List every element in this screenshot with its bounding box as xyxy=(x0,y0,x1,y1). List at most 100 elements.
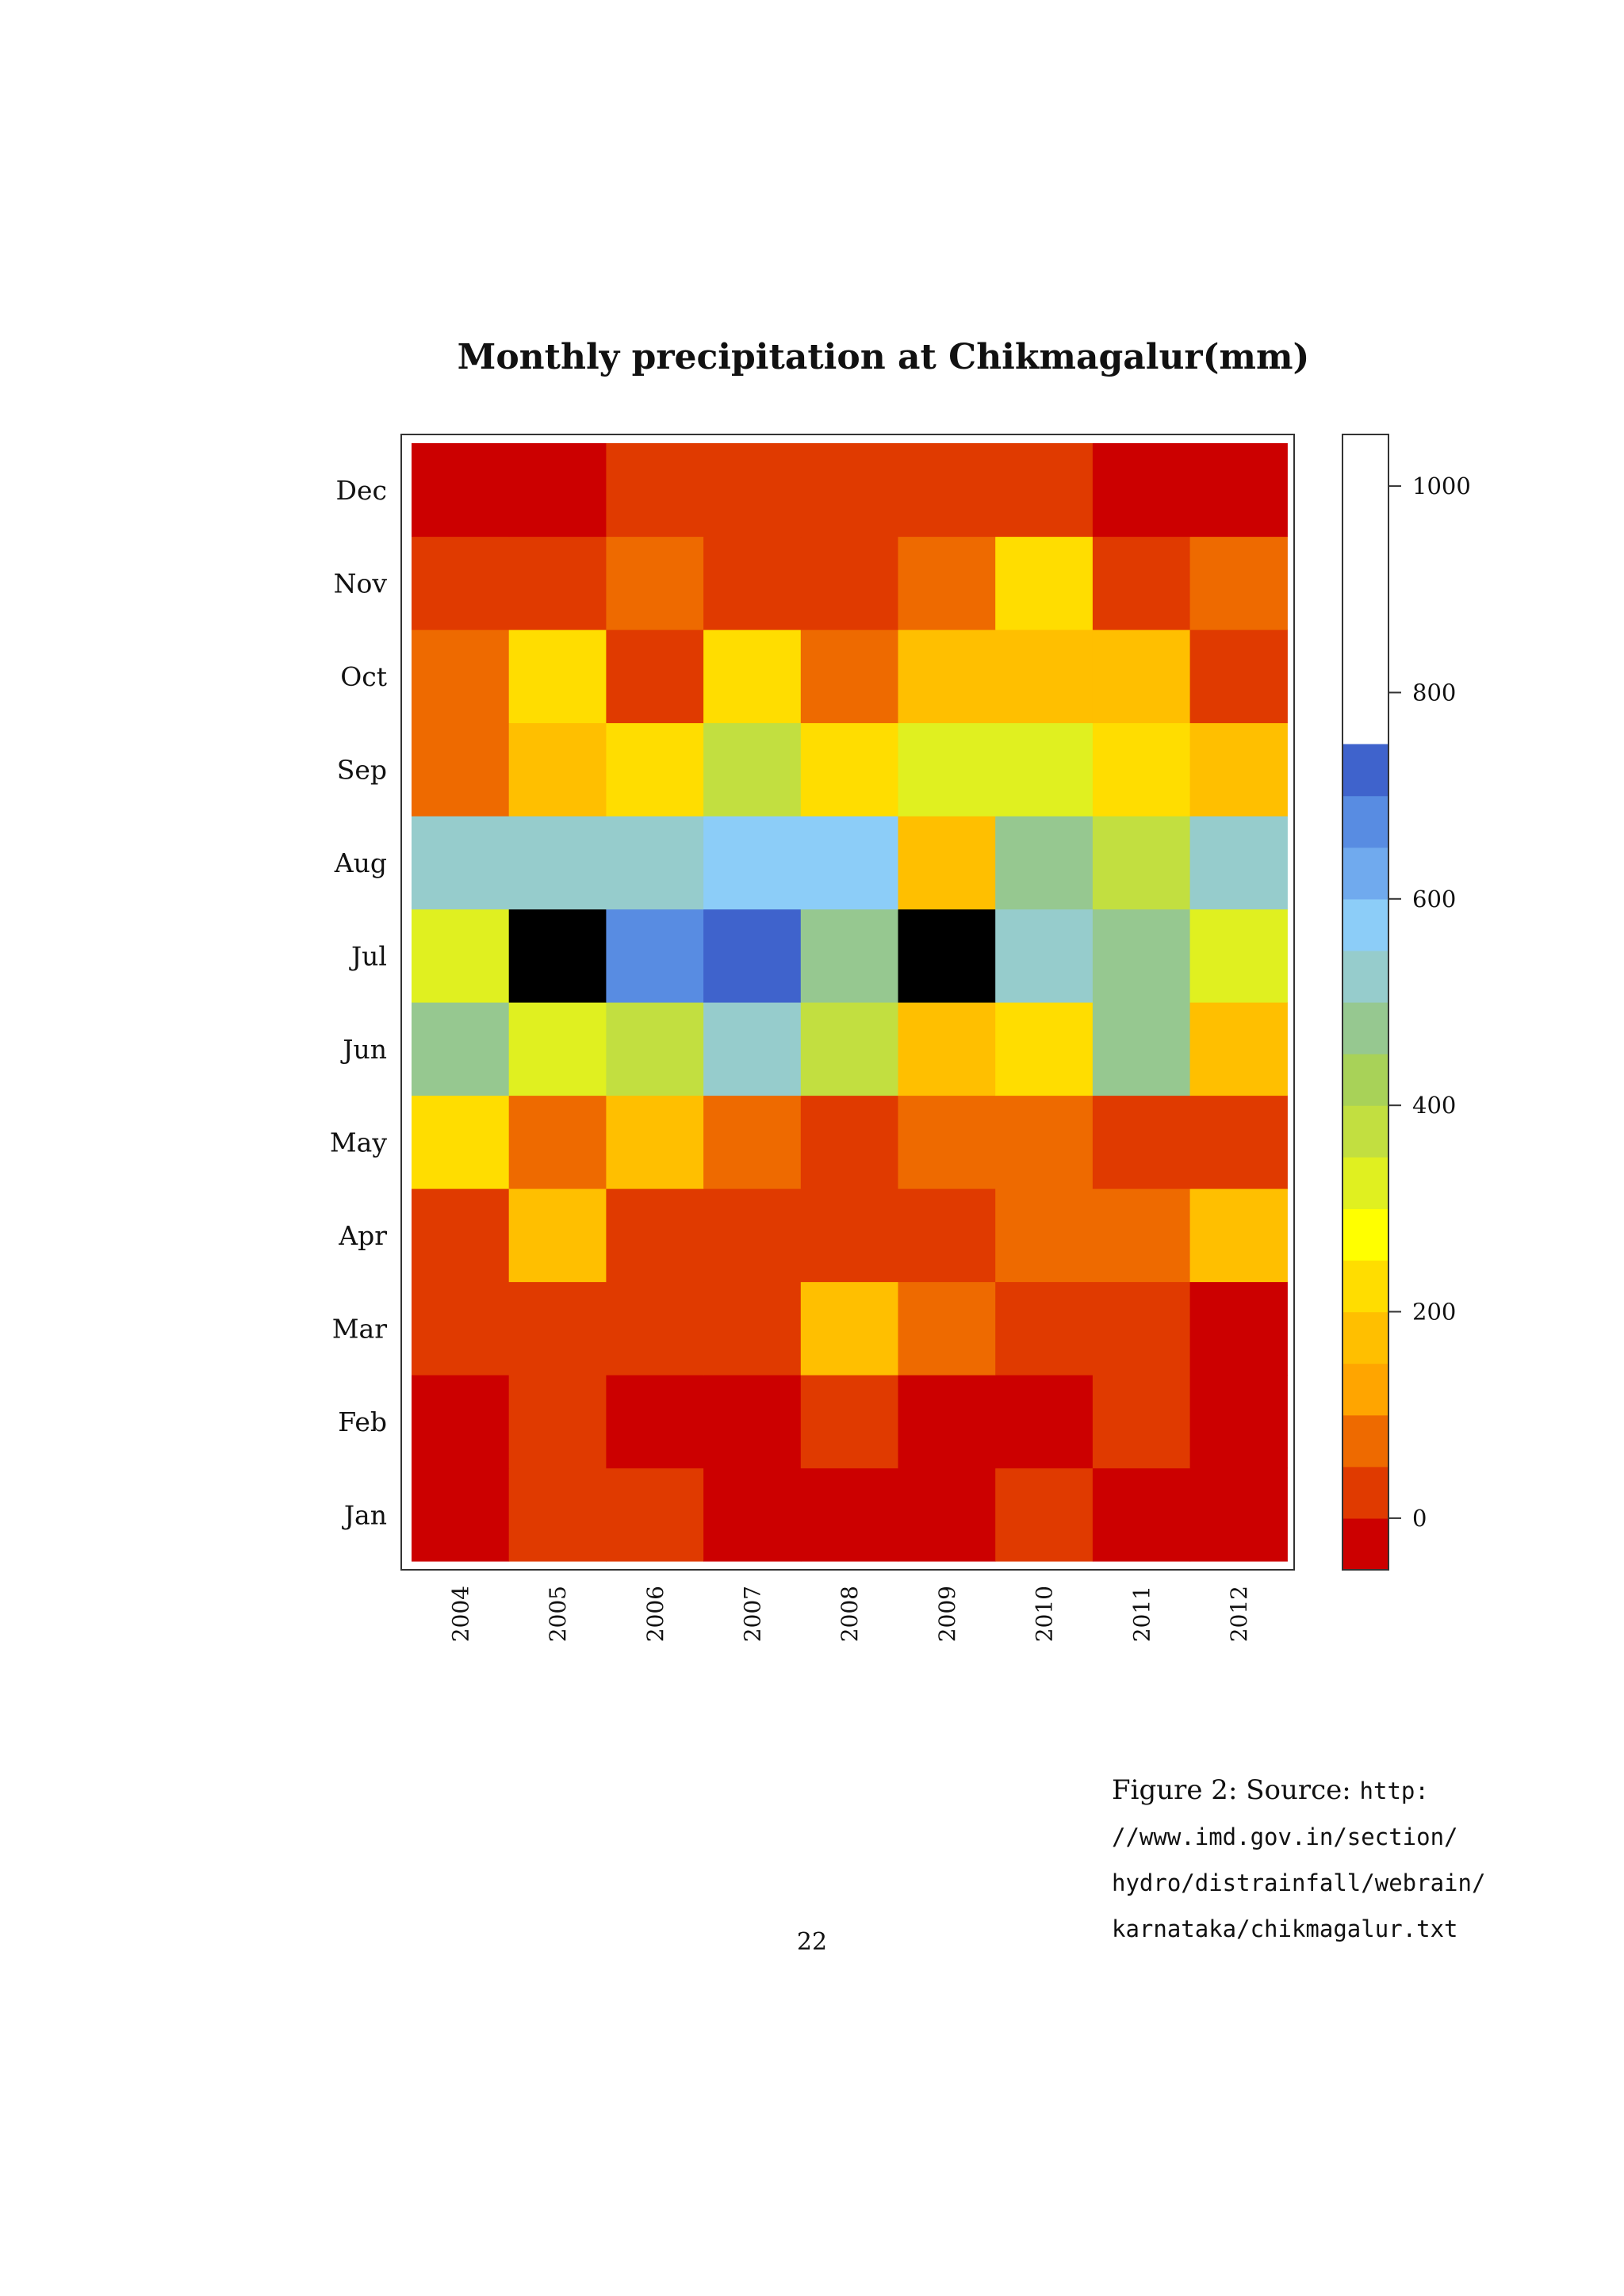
heatmap-cell-jan-2008 xyxy=(800,1468,899,1562)
heatmap-cell-jan-2007 xyxy=(703,1468,802,1562)
heatmap-cell-feb-2012 xyxy=(1189,1375,1288,1469)
heatmap-cell-oct-2011 xyxy=(1092,629,1191,724)
caption-url-line-2[interactable]: //www.imd.gov.in/section/ xyxy=(1112,1823,1458,1850)
heatmap-cell-sep-2008 xyxy=(800,722,899,817)
heatmap-cell-jun-2005 xyxy=(508,1002,607,1096)
heatmap-cell-nov-2007 xyxy=(703,536,802,630)
heatmap-cell-jan-2011 xyxy=(1092,1468,1191,1562)
heatmap-cell-dec-2010 xyxy=(995,443,1094,538)
heatmap-cell-nov-2011 xyxy=(1092,536,1191,630)
colorbar-swatch-1 xyxy=(1342,1466,1388,1519)
heatmap-cell-mar-2012 xyxy=(1189,1281,1288,1376)
heatmap-cell-jun-2004 xyxy=(412,1002,510,1096)
heatmap-cell-nov-2005 xyxy=(508,536,607,630)
colorbar-tick-label-200: 200 xyxy=(1412,1299,1456,1326)
heatmap-cell-dec-2011 xyxy=(1092,443,1191,538)
heatmap-cell-jun-2012 xyxy=(1189,1002,1288,1096)
heatmap-cell-oct-2004 xyxy=(412,629,510,724)
heatmap-cell-jan-2005 xyxy=(508,1468,607,1562)
heatmap-cell-feb-2011 xyxy=(1092,1375,1191,1469)
year-label-2009: 2009 xyxy=(934,1586,960,1642)
heatmap-cell-sep-2004 xyxy=(412,722,510,817)
heatmap-cell-aug-2010 xyxy=(995,816,1094,910)
heatmap-cell-oct-2006 xyxy=(606,629,704,724)
heatmap-cell-apr-2004 xyxy=(412,1188,510,1283)
heatmap-cell-apr-2006 xyxy=(606,1188,704,1283)
heatmap-cell-apr-2008 xyxy=(800,1188,899,1283)
colorbar-tick-label-400: 400 xyxy=(1412,1092,1456,1119)
colorbar-tick-label-1000: 1000 xyxy=(1412,473,1471,499)
heatmap-cell-apr-2005 xyxy=(508,1188,607,1283)
heatmap-cell-mar-2004 xyxy=(412,1281,510,1376)
year-label-2008: 2008 xyxy=(837,1586,863,1642)
heatmap-cells xyxy=(412,443,1288,1562)
year-label-2004: 2004 xyxy=(447,1586,473,1642)
heatmap-cell-jan-2006 xyxy=(606,1468,704,1562)
colorbar-frame xyxy=(1342,434,1389,1571)
heatmap-cell-aug-2005 xyxy=(508,816,607,910)
heatmap-cell-jun-2006 xyxy=(606,1002,704,1096)
heatmap-cell-jun-2010 xyxy=(995,1002,1094,1096)
heatmap-cell-feb-2009 xyxy=(898,1375,996,1469)
colorbar-tick-label-600: 600 xyxy=(1412,886,1456,913)
heatmap-cell-mar-2006 xyxy=(606,1281,704,1376)
colorbar-swatch-8 xyxy=(1342,1105,1388,1158)
heatmap-cell-jul-2008 xyxy=(800,909,899,1003)
heatmap-cell-may-2010 xyxy=(995,1095,1094,1189)
caption-url-line-4[interactable]: karnataka/chikmagalur.txt xyxy=(1112,1915,1458,1942)
heatmap-cell-jan-2009 xyxy=(898,1468,996,1562)
heatmap-cell-feb-2008 xyxy=(800,1375,899,1469)
year-labels: 2004 2005 2006 2007 2008 2009 2010 2011 2012 xyxy=(447,1586,1252,1642)
colorbar-tick-label-0: 0 xyxy=(1412,1505,1427,1532)
heatmap-cell-may-2011 xyxy=(1092,1095,1191,1189)
colorbar-swatch-11 xyxy=(1342,950,1388,1003)
colorbar-swatch-10 xyxy=(1342,1002,1388,1054)
heatmap-cell-oct-2007 xyxy=(703,629,802,724)
colorbar-swatch-15 xyxy=(1342,744,1388,797)
heatmap-cell-may-2004 xyxy=(412,1095,510,1189)
month-labels: Jan Feb Mar Apr May Jun Jul Aug Sep Oct Nov Dec xyxy=(330,475,387,1531)
heatmap-cell-sep-2005 xyxy=(508,722,607,817)
year-label-2007: 2007 xyxy=(740,1586,766,1642)
month-label-oct: Oct xyxy=(340,661,387,692)
heatmap-cell-sep-2007 xyxy=(703,722,802,817)
colorbar-swatch-14 xyxy=(1342,795,1388,848)
month-label-may: May xyxy=(330,1127,387,1158)
heatmap-cell-dec-2005 xyxy=(508,443,607,538)
heatmap-cell-jul-2011 xyxy=(1092,909,1191,1003)
heatmap-cell-oct-2009 xyxy=(898,629,996,724)
colorbar-swatch-7 xyxy=(1342,1157,1388,1209)
heatmap-cell-jul-2010 xyxy=(995,909,1094,1003)
heatmap-cell-apr-2012 xyxy=(1189,1188,1288,1283)
heatmap-cell-oct-2012 xyxy=(1189,629,1288,724)
heatmap-cell-sep-2010 xyxy=(995,722,1094,817)
heatmap-cell-jul-2012 xyxy=(1189,909,1288,1003)
heatmap-cell-mar-2008 xyxy=(800,1281,899,1376)
heatmap-cell-may-2012 xyxy=(1189,1095,1288,1189)
heatmap-cell-may-2008 xyxy=(800,1095,899,1189)
heatmap-cell-may-2006 xyxy=(606,1095,704,1189)
colorbar-tick-label-800: 800 xyxy=(1412,679,1456,706)
figure-caption: Figure 2: Source: http: //www.imd.gov.in… xyxy=(1112,1768,1603,1952)
heatmap-cell-feb-2006 xyxy=(606,1375,704,1469)
heatmap-cell-apr-2010 xyxy=(995,1188,1094,1283)
heatmap-cell-aug-2008 xyxy=(800,816,899,910)
heatmap-cell-aug-2004 xyxy=(412,816,510,910)
colorbar-swatch-5 xyxy=(1342,1260,1388,1313)
colorbar-swatch-9 xyxy=(1342,1054,1388,1106)
heatmap-cell-nov-2006 xyxy=(606,536,704,630)
month-label-sep: Sep xyxy=(337,754,387,785)
caption-url-line-1[interactable]: http: xyxy=(1359,1777,1429,1804)
month-label-feb: Feb xyxy=(338,1406,387,1437)
month-label-mar: Mar xyxy=(332,1313,387,1344)
heatmap-cell-dec-2009 xyxy=(898,443,996,538)
chart-title: Monthly precipitation at Chikmagalur(mm) xyxy=(458,337,1310,377)
caption-url-line-3[interactable]: hydro/distrainfall/webrain/ xyxy=(1112,1869,1486,1896)
heatmap-cell-feb-2005 xyxy=(508,1375,607,1469)
heatmap-cell-jun-2011 xyxy=(1092,1002,1191,1096)
heatmap-cell-aug-2009 xyxy=(898,816,996,910)
heatmap-cell-jan-2010 xyxy=(995,1468,1094,1562)
heatmap-cell-oct-2008 xyxy=(800,629,899,724)
plot-frame xyxy=(400,434,1295,1571)
colorbar-swatch-0 xyxy=(1342,1517,1388,1571)
